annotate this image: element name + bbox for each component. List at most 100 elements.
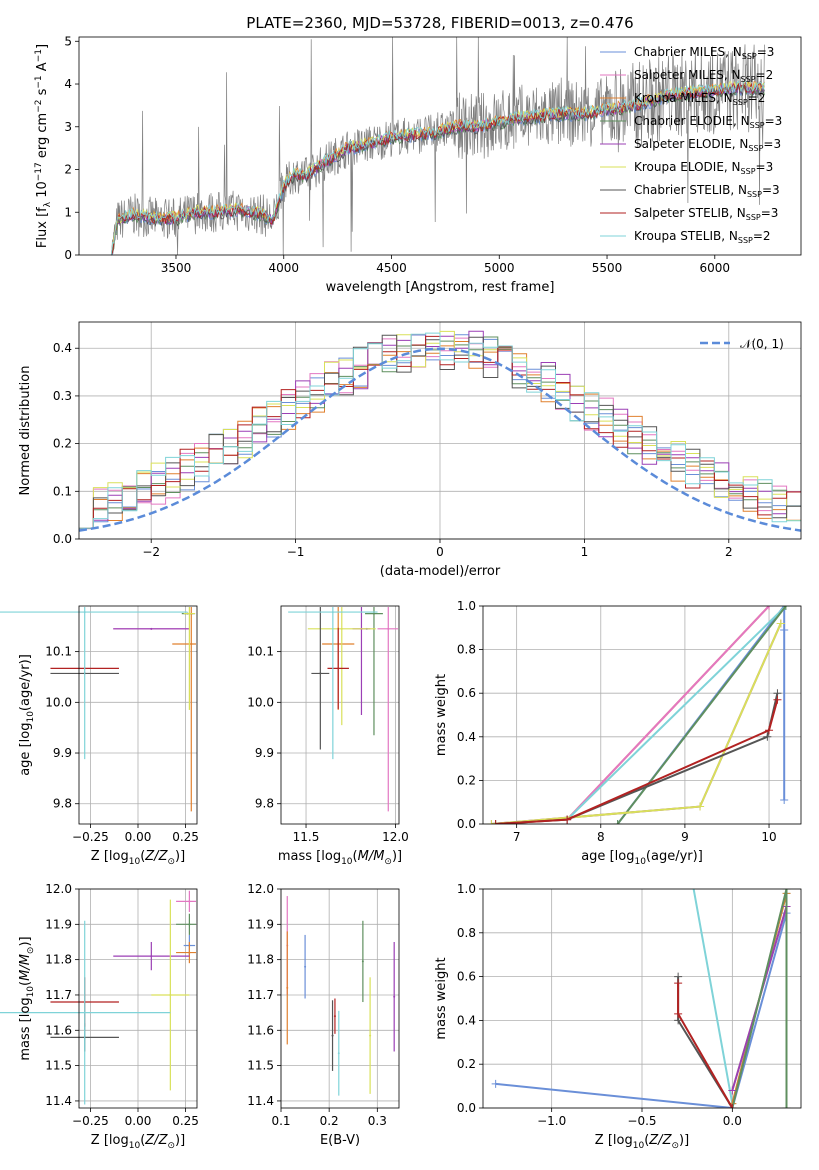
x-axis-label: Z [log10(Z/Z⊙)] (91, 849, 185, 867)
residual-histogram-step (79, 332, 801, 529)
axes-frame (280, 605, 400, 825)
label-segment: )] (175, 849, 185, 864)
label-segment: ⊙ (671, 1141, 679, 1151)
mass-weight-marker (782, 1104, 791, 1108)
label-segment: (data-model)/error (380, 564, 501, 579)
data-point (169, 993, 172, 996)
y-axis-label: Normed distribution (18, 366, 33, 496)
label-segment: ( (18, 981, 33, 986)
x-tick-label: 10 (761, 830, 776, 844)
y-axis-label: mass weight (434, 674, 449, 756)
y-tick-label: 0.0 (457, 1101, 476, 1115)
legend-value: =3 (756, 160, 774, 174)
label-segment: wavelength [Angstrom, rest frame] (326, 280, 555, 295)
data-point (188, 900, 191, 903)
x-tick-label: 9 (681, 830, 689, 844)
x-tick-label: 7 (513, 830, 521, 844)
label-segment: 10 (26, 711, 36, 723)
y-tick-label: 9.8 (255, 797, 274, 811)
mass-weight-vs-Z-panel: −1.0 −0.5 0.0 0.0 0.2 0.4 0.6 0.8 1.0 Z [log10(Z/… (434, 882, 802, 1151)
label-segment: E(B-V) (320, 1133, 360, 1148)
label-segment: −17 (34, 162, 44, 181)
x-tick-label: 4000 (268, 261, 299, 275)
normal-reference-curve (78, 347, 802, 532)
x-tick-label: 5000 (484, 261, 515, 275)
x-tick-label: 1 (581, 545, 589, 559)
axes-frame (482, 605, 802, 825)
x-tick-label: −0.25 (72, 830, 109, 844)
x-axis-label: wavelength [Angstrom, rest frame] (326, 280, 555, 295)
mass-weight-line (495, 699, 779, 824)
data-point (340, 627, 343, 630)
legend-label: Salpeter ELODIE, N (634, 137, 748, 151)
data-point (190, 643, 193, 646)
mass-weight-marker (674, 979, 683, 988)
y-tick-label: 0.8 (457, 643, 476, 657)
label-segment: log (615, 849, 635, 864)
x-tick-label: 6000 (700, 261, 731, 275)
label-segment: ( (140, 849, 145, 864)
y-tick-label: 10.0 (247, 695, 274, 709)
label-segment: )] (392, 849, 402, 864)
y-tick-label: 2 (64, 163, 72, 177)
data-point (369, 1034, 372, 1037)
y-tick-label: 1 (64, 205, 72, 219)
data-point (150, 627, 153, 630)
data-point (387, 627, 390, 630)
label-segment: Z/Z (144, 849, 168, 864)
mass-weight-marker (782, 889, 791, 893)
histogram-panel: 𝒩(0, 1) −2 −1 0 1 2 0.0 0.1 0.2 0.3 0.4 (data-model… (18, 321, 802, 579)
x-tick-label: −1.0 (537, 1114, 566, 1128)
label-segment: ] (35, 44, 50, 49)
y-tick-label: 5 (64, 34, 72, 48)
series-group (491, 889, 791, 1108)
mass-weight-marker (780, 625, 789, 634)
legend-label: Chabrier MILES, N (634, 45, 742, 59)
legend-entry: Chabrier MILES, NSSP=3 (634, 45, 774, 61)
x-tick-label: 0.00 (125, 830, 152, 844)
mass-weight-marker (765, 726, 774, 735)
mass-weight-marker (491, 820, 500, 824)
series-group (487, 606, 790, 824)
data-point (83, 611, 86, 614)
legend-subscript: SSP (738, 236, 753, 245)
mass-weight-marker (491, 1079, 500, 1088)
x-tick-label: 0.25 (172, 1114, 199, 1128)
data-point (372, 612, 375, 615)
mass-weight-marker (781, 606, 790, 610)
x-axis-label: mass [log10(M/M⊙)] (278, 849, 402, 867)
x-tick-label: 0.2 (320, 1114, 339, 1128)
x-axis-label: Z [log10(Z/Z⊙)] (91, 1133, 185, 1151)
x-axis-label: E(B-V) (320, 1133, 360, 1148)
legend-subscript: SSP (741, 75, 756, 84)
y-tick-label: 0.2 (53, 437, 72, 451)
y-tick-label: 0.2 (457, 773, 476, 787)
legend-label: Salpeter STELIB, N (634, 206, 746, 220)
label-segment: Z/Z (648, 1133, 672, 1148)
mass-weight-marker (728, 1104, 737, 1108)
label-segment: Flux [f (35, 207, 50, 248)
label-segment: 10 (633, 1141, 645, 1151)
label-segment: Normed distribution (18, 366, 33, 496)
y-tick-label: 12.0 (45, 882, 72, 896)
mass-weight-marker (674, 1009, 683, 1018)
label-segment: mass weight (434, 957, 449, 1039)
x-tick-label: 0.3 (368, 1114, 387, 1128)
y-tick-label: 11.4 (45, 1094, 72, 1108)
x-tick-label: 0 (436, 545, 444, 559)
legend-entry: Kroupa ELODIE, NSSP=3 (634, 160, 773, 176)
label-segment: erg cm (35, 113, 50, 162)
label-segment: 10 (341, 857, 353, 867)
y-tick-label: 0.8 (457, 926, 476, 940)
label-segment: )] (18, 936, 33, 946)
legend-entry: Chabrier STELIB, NSSP=3 (634, 183, 780, 199)
legend-label: Kroupa MILES, N (634, 91, 733, 105)
legend-entry: Kroupa MILES, NSSP=2 (634, 91, 765, 107)
label-segment: s (35, 88, 50, 99)
y-tick-label: 0.4 (457, 1013, 476, 1027)
label-segment: Z [ (91, 1133, 109, 1148)
data-point (188, 951, 191, 954)
label-segment: 10 (129, 1141, 141, 1151)
label-segment: ⊙ (384, 857, 392, 867)
